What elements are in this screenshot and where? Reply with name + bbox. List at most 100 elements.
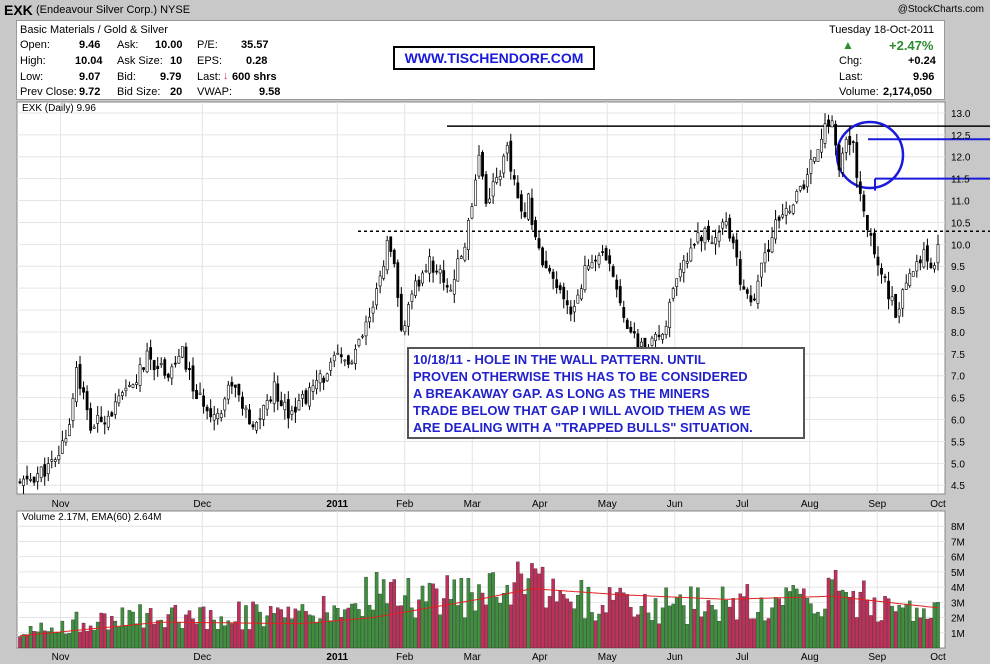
candle-down — [205, 406, 209, 412]
volume-bar — [371, 609, 375, 648]
volume-tick-label: 4M — [951, 583, 965, 594]
candle-down — [629, 326, 633, 333]
candle-up — [463, 246, 467, 261]
volume-bar — [932, 602, 937, 648]
candle-down — [728, 217, 732, 239]
candle-down — [887, 280, 890, 300]
volume-bar — [509, 604, 513, 648]
candle-down — [752, 298, 756, 301]
volume-bar — [230, 623, 234, 648]
x-tick-label: Sep — [868, 652, 886, 663]
levels — [358, 120, 990, 232]
volume-bar — [879, 620, 884, 648]
candle-down — [880, 267, 883, 275]
volume-bar — [660, 607, 665, 648]
candle-up — [470, 206, 474, 219]
last-trade-value: 600 shrs — [232, 71, 277, 83]
candle-up — [170, 366, 174, 379]
volume-bar — [876, 621, 880, 648]
volume-bar — [611, 599, 615, 648]
candle-down — [883, 276, 887, 278]
volume-bar — [590, 612, 594, 648]
candle-down — [827, 119, 830, 127]
candle-down — [237, 383, 241, 396]
candle-down — [484, 174, 488, 204]
volume-bar — [494, 596, 499, 648]
volume-bar — [682, 605, 686, 648]
candle-up — [841, 152, 845, 173]
volume-bar — [759, 597, 764, 648]
candle-down — [707, 225, 710, 240]
candle-up — [336, 352, 340, 355]
x-tick-label: Sep — [868, 499, 886, 510]
annotation-line: 10/18/11 - HOLE IN THE WALL PATTERN. UNT… — [413, 352, 706, 367]
candle-up — [226, 384, 230, 400]
volume-bar — [738, 593, 743, 648]
candle-down — [435, 270, 439, 273]
price-tick-label: 7.5 — [951, 350, 965, 361]
candle-up — [587, 265, 590, 270]
volume-bar — [35, 631, 40, 648]
candle-up — [120, 392, 124, 396]
volume-bar — [53, 631, 58, 648]
volume-bar — [279, 609, 284, 648]
volume-bar — [929, 617, 933, 648]
volume-bar — [57, 632, 61, 648]
candle-up — [805, 174, 809, 188]
x-tick-label: Apr — [532, 652, 548, 663]
candle-up — [774, 219, 777, 240]
volume-bar — [325, 612, 329, 648]
volume-bar — [600, 605, 605, 648]
candle-up — [844, 139, 848, 153]
candle-up — [703, 228, 707, 244]
candle-down — [555, 279, 559, 289]
candle-up — [113, 401, 117, 415]
volume-bar — [215, 628, 220, 648]
candle-up — [368, 316, 371, 323]
candle-down — [417, 279, 421, 287]
volume-bar — [28, 626, 33, 648]
x-tick-label: 2011 — [326, 499, 348, 510]
candle-down — [509, 140, 513, 172]
volume-bar — [516, 561, 520, 648]
volume-bar — [219, 616, 224, 648]
candle-down — [929, 262, 933, 269]
candle-up — [890, 296, 894, 302]
volume-bar — [791, 585, 795, 648]
candle-up — [502, 155, 506, 174]
volume-bar — [134, 623, 139, 648]
candle-up — [823, 123, 827, 144]
volume-bar — [212, 619, 216, 648]
volume-bar — [304, 611, 308, 648]
volume-bar — [812, 613, 817, 648]
candle-up — [795, 191, 799, 203]
x-tick-label: May — [598, 499, 617, 510]
candle-down — [78, 364, 82, 389]
volume-bar — [39, 622, 43, 648]
candle-up — [262, 405, 266, 420]
candle-down — [544, 260, 548, 269]
x-tick-label: May — [598, 652, 617, 663]
candle-down — [85, 391, 89, 411]
candle-up — [22, 478, 25, 486]
volume-bar — [816, 611, 820, 648]
bid-size-label: Bid Size: — [117, 86, 161, 98]
candle-down — [858, 181, 862, 194]
volume-bar — [685, 624, 690, 648]
candle-up — [664, 326, 668, 335]
quote-date: Tuesday 18-Oct-2011 — [829, 24, 935, 36]
volume-bar — [113, 620, 118, 648]
volume-bar — [85, 631, 89, 648]
candle-up — [756, 280, 760, 304]
volume-bar — [569, 601, 573, 648]
volume-bar — [604, 612, 608, 648]
volume-tick-label: 7M — [951, 537, 965, 548]
candle-down — [276, 383, 280, 402]
candle-up — [57, 455, 61, 460]
candle-up — [721, 221, 725, 229]
volume-bar — [657, 623, 661, 648]
volume-bar — [727, 606, 732, 648]
volume-bar — [413, 617, 418, 648]
candle-down — [622, 307, 626, 318]
volume-bar — [798, 593, 803, 648]
